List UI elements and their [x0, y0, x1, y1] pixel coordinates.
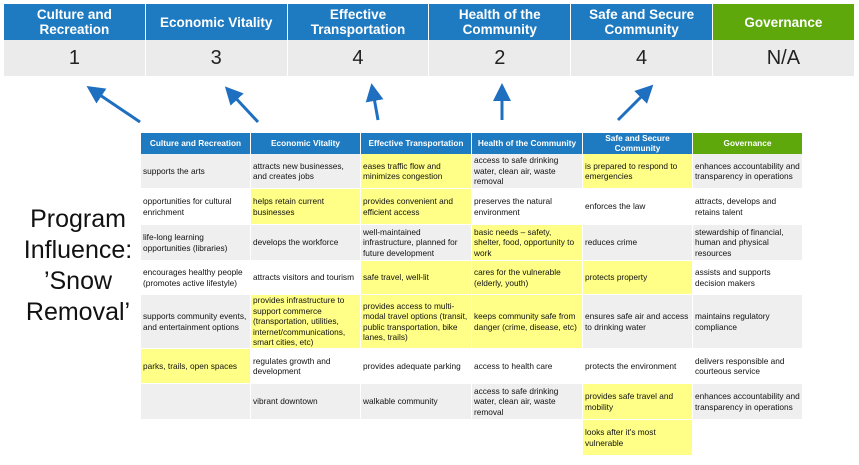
score-value: 4 [571, 40, 713, 76]
table-cell [251, 420, 361, 456]
table-cell: provides infrastructure to support comme… [251, 295, 361, 349]
table-cell: access to safe drinking water, clean air… [472, 154, 583, 189]
table-cell [141, 420, 251, 456]
table-cell: enhances accountability and transparency… [693, 154, 803, 189]
score-value: N/A [712, 40, 855, 76]
table-cell: helps retain current businesses [251, 189, 361, 225]
score-value: 3 [145, 40, 288, 76]
table-cell: parks, trails, open spaces [141, 349, 251, 384]
table-cell: reduces crime [583, 225, 693, 261]
table-header: Safe and Secure Community [583, 133, 693, 154]
table-cell: provides convenient and efficient access [361, 189, 472, 225]
table-cell: attracts, develops and retains talent [693, 189, 803, 225]
table-cell: walkable community [361, 384, 472, 420]
table-cell: ensures safe air and access to drinking … [583, 295, 693, 349]
top-header: Effective Transportation [287, 4, 430, 40]
table-cell: opportunities for cultural enrichment [141, 189, 251, 225]
table-cell: keeps community safe from danger (crime,… [472, 295, 583, 349]
top-header: Governance [712, 4, 855, 40]
table-cell: delivers responsible and courteous servi… [693, 349, 803, 384]
table-cell: enforces the law [583, 189, 693, 225]
table-cell: regulates growth and development [251, 349, 361, 384]
table-cell: eases traffic flow and minimizes congest… [361, 154, 472, 189]
arrow-icon [616, 84, 654, 122]
table-header: Effective Transportation [361, 133, 472, 154]
program-title: Program Influence: ’Snow Removal’ [23, 205, 133, 326]
top-header: Economic Vitality [145, 4, 288, 40]
table-cell [361, 420, 472, 456]
score-value: 2 [429, 40, 572, 76]
table-header: Health of the Community [472, 133, 583, 154]
table-header: Economic Vitality [251, 133, 361, 154]
table-cell: encourages healthy people (promotes acti… [141, 261, 251, 295]
top-header: Safe and Secure Community [571, 4, 713, 40]
score-value: 4 [287, 40, 430, 76]
arrow-icon [365, 83, 384, 121]
table-cell: enhances accountability and transparency… [693, 384, 803, 420]
table-cell [472, 420, 583, 456]
table-cell: cares for the vulnerable (elderly, youth… [472, 261, 583, 295]
table-cell: provides adequate parking [361, 349, 472, 384]
arrow-icon [86, 85, 141, 124]
arrow-icon [224, 86, 260, 124]
table-cell: vibrant downtown [251, 384, 361, 420]
top-header: Health of the Community [429, 4, 572, 40]
table-cell: stewardship of financial, human and phys… [693, 225, 803, 261]
table-cell: protects the environment [583, 349, 693, 384]
table-header: Governance [693, 133, 803, 154]
table-cell: safe travel, well-lit [361, 261, 472, 295]
table-header: Culture and Recreation [141, 133, 251, 154]
table-cell: is prepared to respond to emergencies [583, 154, 693, 189]
influence-table: Culture and Recreation Economic Vitality E… [141, 133, 803, 456]
table-cell: provides safe travel and mobility [583, 384, 693, 420]
table-cell: preserves the natural environment [472, 189, 583, 225]
table-cell: access to safe drinking water, clean air… [472, 384, 583, 420]
table-cell [141, 384, 251, 420]
table-cell: access to health care [472, 349, 583, 384]
table-cell: supports the arts [141, 154, 251, 189]
table-cell: protects property [583, 261, 693, 295]
table-cell: attracts visitors and tourism [251, 261, 361, 295]
table-cell: life-long learning opportunities (librar… [141, 225, 251, 261]
top-header: Culture and Recreation [4, 4, 146, 40]
table-cell: supports community events, and entertain… [141, 295, 251, 349]
table-cell: provides access to multi-modal travel op… [361, 295, 472, 349]
table-cell: looks after it's most vulnerable [583, 420, 693, 456]
table-cell [693, 420, 803, 456]
score-value: 1 [4, 40, 146, 76]
table-cell: assists and supports decision makers [693, 261, 803, 295]
table-cell: attracts new businesses, and creates job… [251, 154, 361, 189]
score-summary: Culture and Recreation Economic Vitality E… [4, 4, 855, 76]
table-cell: maintains regulatory compliance [693, 295, 803, 349]
table-cell: basic needs – safety, shelter, food, opp… [472, 225, 583, 261]
table-cell: develops the workforce [251, 225, 361, 261]
table-cell: well-maintained infrastructure, planned … [361, 225, 472, 261]
